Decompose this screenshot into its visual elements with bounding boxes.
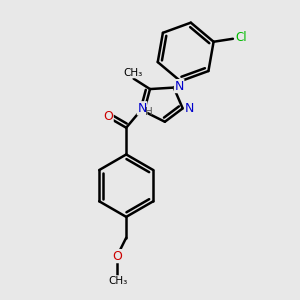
Text: CH₃: CH₃ <box>123 68 143 78</box>
Text: H: H <box>145 106 153 116</box>
Text: N: N <box>174 80 184 93</box>
Text: O: O <box>103 110 113 123</box>
Text: CH₃: CH₃ <box>108 276 128 286</box>
Text: Cl: Cl <box>236 31 247 44</box>
Text: N: N <box>184 102 194 115</box>
Text: N: N <box>137 102 147 115</box>
Text: O: O <box>112 250 122 262</box>
